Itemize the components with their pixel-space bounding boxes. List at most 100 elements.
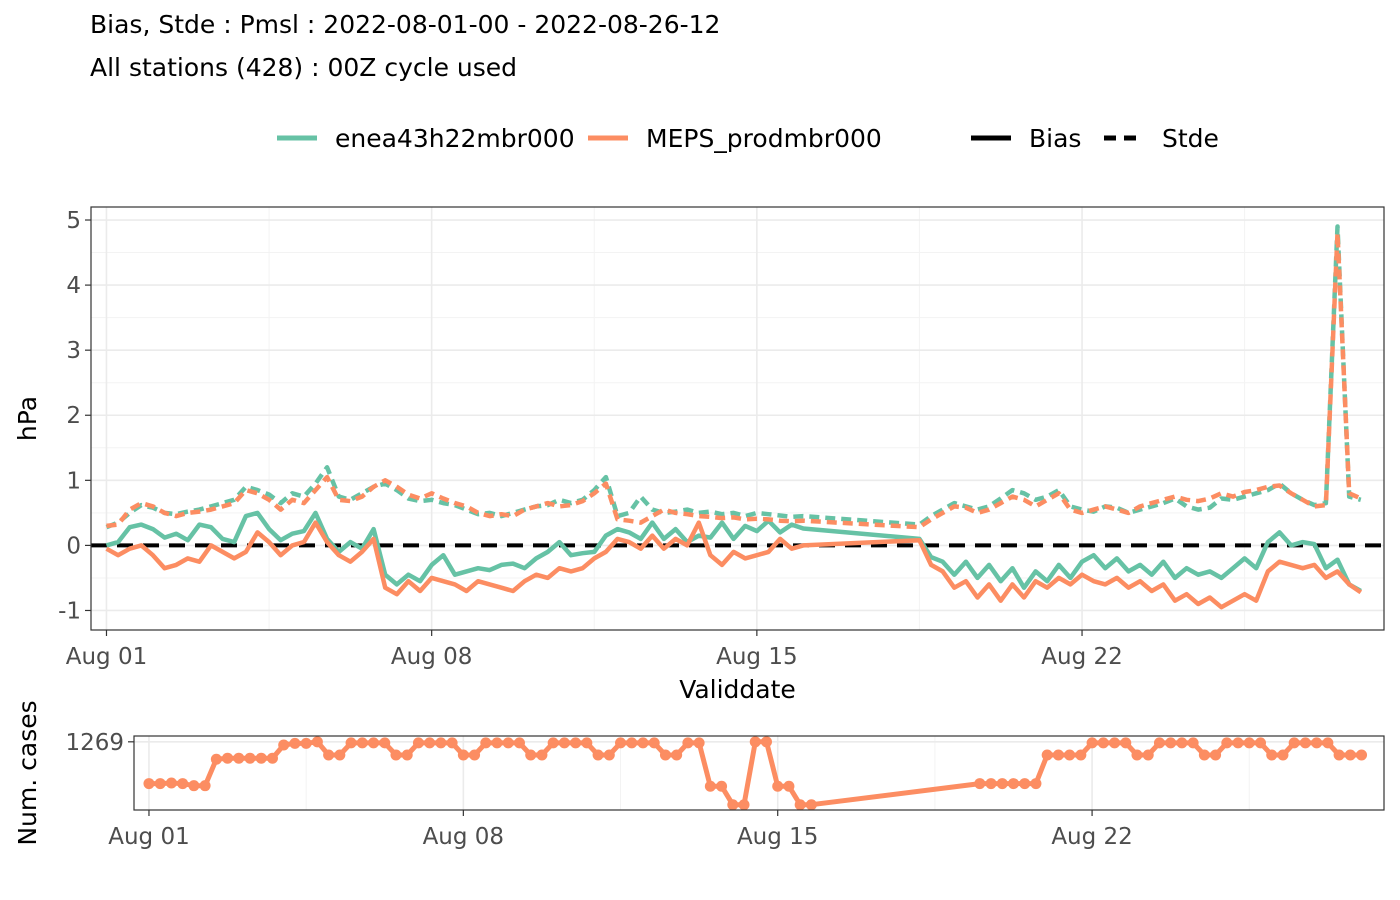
data-point — [974, 778, 986, 790]
data-point — [547, 737, 559, 749]
legend-label-stde: Stde — [1162, 124, 1219, 153]
data-point — [188, 780, 200, 792]
y-tick-label: 5 — [66, 208, 81, 234]
data-point — [266, 752, 278, 764]
series-line-enea43h22mbr000-bias — [105, 510, 1362, 593]
data-point — [525, 749, 537, 761]
data-point — [457, 749, 469, 761]
y-tick-label: 1269 — [65, 730, 124, 756]
legend: enea43h22mbr000 MEPS_prodmbr000 Bias Stde — [277, 124, 1219, 153]
data-point — [210, 753, 222, 765]
cases-plot: 1269 Aug 01 Aug 08 Aug 15 Aug 22 Num. cases — [13, 700, 1385, 850]
data-point — [1007, 778, 1019, 790]
y-tick-label: -1 — [58, 598, 81, 624]
x-tick-label: Aug 15 — [737, 824, 819, 850]
data-point — [412, 737, 424, 749]
chart-title: Bias, Stde : Pmsl : 2022-08-01-00 - 2022… — [90, 10, 721, 39]
data-point — [154, 778, 166, 790]
data-point — [1109, 737, 1121, 749]
y-tick-label: 4 — [66, 273, 81, 299]
data-point — [469, 749, 481, 761]
legend-label-bias: Bias — [1029, 124, 1081, 153]
data-point — [356, 737, 368, 749]
data-point — [570, 737, 582, 749]
data-point — [772, 780, 784, 792]
series-line-meps_prodmbr000-bias — [105, 520, 1363, 610]
y-tick-label: 0 — [66, 533, 81, 559]
x-tick-label: Aug 22 — [1041, 644, 1123, 670]
data-point — [671, 749, 683, 761]
data-point — [749, 736, 761, 748]
data-point — [199, 780, 211, 792]
data-point — [794, 799, 806, 811]
data-point — [615, 737, 627, 749]
data-point — [1041, 749, 1053, 761]
y-axis-title: hPa — [13, 396, 42, 441]
data-point — [379, 737, 391, 749]
data-point — [1019, 778, 1031, 790]
x-axis-title: Validdate — [679, 675, 796, 704]
data-point — [603, 749, 615, 761]
data-point — [626, 737, 638, 749]
data-point — [1052, 749, 1064, 761]
data-point — [1165, 737, 1177, 749]
data-point — [177, 778, 189, 790]
data-point — [368, 737, 380, 749]
data-point — [592, 749, 604, 761]
data-point — [446, 737, 458, 749]
data-point — [693, 737, 705, 749]
data-point — [244, 752, 256, 764]
main-plot: -1 0 1 2 3 4 5 Aug 01 Aug 08 Aug 15 Aug 22 Validdat… — [13, 206, 1385, 704]
data-point — [1075, 749, 1087, 761]
data-point — [390, 749, 402, 761]
data-point — [637, 737, 649, 749]
data-point — [424, 737, 436, 749]
plot-background — [134, 736, 1384, 810]
data-point — [1030, 778, 1042, 790]
data-point — [345, 737, 357, 749]
data-point — [536, 749, 548, 761]
data-point — [502, 737, 514, 749]
data-point — [1131, 749, 1143, 761]
chart-subtitle: All stations (428) : 00Z cycle used — [90, 53, 518, 82]
data-point — [727, 799, 739, 811]
data-point — [222, 752, 234, 764]
data-point — [738, 799, 750, 811]
data-point — [1198, 749, 1210, 761]
data-point — [996, 778, 1008, 790]
data-point — [311, 736, 323, 748]
x-tick-label: Aug 08 — [423, 824, 505, 850]
data-point — [1322, 737, 1334, 749]
data-point — [682, 737, 694, 749]
data-point — [1254, 737, 1266, 749]
data-point — [491, 737, 503, 749]
data-point — [1120, 737, 1132, 749]
x-tick-label: Aug 15 — [716, 644, 798, 670]
panel-border — [133, 735, 1385, 811]
data-point — [278, 739, 290, 751]
y-tick-label: 3 — [66, 338, 81, 364]
data-point — [1288, 737, 1300, 749]
data-point — [1064, 749, 1076, 761]
data-point — [323, 749, 335, 761]
data-point — [1333, 749, 1345, 761]
data-point — [435, 737, 447, 749]
data-point — [1142, 749, 1154, 761]
x-tick-label: Aug 01 — [66, 644, 148, 670]
data-point — [233, 752, 245, 764]
data-point — [704, 780, 716, 792]
legend-label-meps_prodmbr000: MEPS_prodmbr000 — [646, 124, 882, 153]
data-point — [255, 752, 267, 764]
y-tick-label: 2 — [66, 403, 81, 429]
data-point — [648, 737, 660, 749]
data-point — [1210, 749, 1222, 761]
y-tick-label: 1 — [66, 468, 81, 494]
data-point — [1097, 737, 1109, 749]
series-line-enea43h22mbr000-stde — [105, 224, 1362, 530]
data-point — [289, 737, 301, 749]
data-point — [716, 780, 728, 792]
data-point — [659, 749, 671, 761]
data-point — [513, 737, 525, 749]
